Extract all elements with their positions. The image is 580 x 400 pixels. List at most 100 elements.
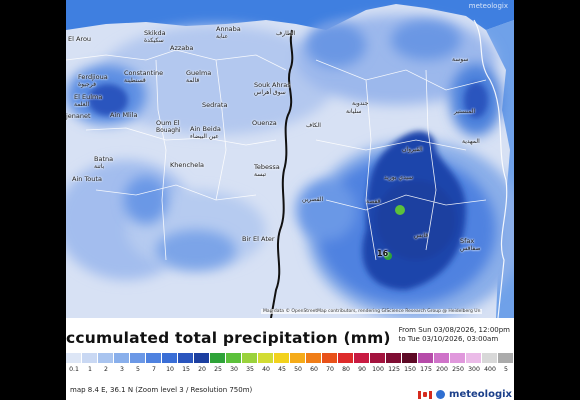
- place-label-ferdjioua: Ferdjioua فرجيوة: [78, 74, 108, 89]
- place-name: El Eulma: [74, 93, 103, 101]
- place-name-arabic: عين البيضاء: [190, 133, 219, 140]
- scale-tick-label: 3: [120, 366, 124, 373]
- place-label-constantine: Constantine قسنطينة: [124, 70, 163, 85]
- scale-tick-label: 50: [294, 366, 302, 373]
- place-name: Ain Mlila: [110, 111, 138, 119]
- scale-swatch: [274, 353, 290, 363]
- scale-swatch: [498, 353, 514, 363]
- scale-tick-label: 300: [468, 366, 480, 373]
- place-label-jenanet: jenanet: [66, 113, 91, 120]
- scale-tick-label: 30: [230, 366, 238, 373]
- place-label-ain-beida: Ain Beida عين البيضاء: [190, 125, 221, 141]
- place-label-annaba: Annaba عنابة: [216, 26, 241, 41]
- place-label-kairouan: القيروان: [402, 146, 423, 153]
- scale-tick-label: 40: [262, 366, 270, 373]
- place-label-sidi-bouzid: سيدي بوزيد: [384, 174, 413, 181]
- admin-borders: [66, 49, 487, 261]
- scale-swatch: [98, 353, 114, 363]
- place-name-arabic: صفاقس: [460, 245, 481, 252]
- scale-tick-label: 150: [404, 366, 416, 373]
- peak-value-label: 16: [377, 249, 389, 258]
- legend-panel: ccumulated total precipitation (mm) From…: [66, 318, 514, 400]
- place-name: Khenchela: [170, 161, 204, 169]
- precipitation-map[interactable]: meteologix El Arou Skikda سكيكدة Annaba عناب…: [66, 0, 514, 318]
- place-label-oum-el-bouaghi: Oum El Bouaghi: [156, 120, 181, 135]
- precip-spot-green-2: [384, 252, 392, 260]
- place-name: El Arou: [68, 35, 92, 43]
- period-from: From Sun 03/08/2026, 12:00pm: [398, 326, 510, 334]
- scale-swatch: [146, 353, 162, 363]
- scale-tick-label: 175: [420, 366, 432, 373]
- scale-tick-label: 15: [182, 366, 190, 373]
- place-name: Guelma: [186, 69, 212, 77]
- place-label-skikda: Skikda سكيكدة: [144, 29, 166, 45]
- place-label-sousse: سوسة: [452, 56, 468, 63]
- place-name: Ain Beida: [190, 125, 221, 133]
- place-label-siliana: سليانة: [346, 108, 362, 115]
- scale-tick-label: 1: [88, 366, 92, 373]
- place-label-sedrata: Sedrata: [202, 102, 227, 109]
- scale-swatch: [258, 353, 274, 363]
- scale-swatch: [402, 353, 418, 363]
- scale-swatch: [290, 353, 306, 363]
- scale-swatch: [306, 353, 322, 363]
- period-to: to Tue 03/10/2026, 03:00am: [398, 335, 499, 343]
- scale-swatch: [178, 353, 194, 363]
- scale-tick-label: 80: [342, 366, 350, 373]
- scale-tick-label: 5: [504, 366, 508, 373]
- scale-tick-label: 125: [388, 366, 400, 373]
- place-label-gafsa: قفصة: [366, 198, 380, 205]
- scale-tick-label: 7: [152, 366, 156, 373]
- place-name-arabic: سليانة: [346, 108, 362, 115]
- scale-tick-label: 10: [166, 366, 174, 373]
- legend-title: ccumulated total precipitation (mm): [66, 329, 391, 347]
- place-name-arabic: سوسة: [452, 56, 469, 63]
- scale-tick-label: 200: [436, 366, 448, 373]
- place-name-arabic: Bouaghi: [156, 127, 181, 134]
- place-name-arabic: سيدي بوزيد: [384, 174, 414, 181]
- scale-swatch: [226, 353, 242, 363]
- place-name-arabic: القيروان: [402, 146, 423, 153]
- place-name: Sedrata: [202, 101, 228, 109]
- place-label-monastir: المنستير: [454, 108, 475, 115]
- place-label-el-tarf: الطارف: [276, 30, 295, 37]
- scale-tick-label: 60: [310, 366, 318, 373]
- place-name-arabic: فرجيوة: [78, 81, 96, 88]
- place-name: Skikda: [144, 29, 166, 37]
- sea-area: [66, 0, 514, 30]
- scale-swatch: [242, 353, 258, 363]
- place-label-azzaba: Azzaba: [170, 45, 193, 52]
- place-label-khenchela: Khenchela: [170, 162, 204, 169]
- place-name-arabic: تبسة: [254, 171, 267, 178]
- place-name: Bir El Ater: [242, 235, 275, 243]
- place-name-arabic: سكيكدة: [144, 37, 164, 44]
- brand-name: meteologix: [449, 389, 512, 400]
- meteologix-logo-icon: [436, 390, 446, 399]
- place-name: Ouenza: [252, 119, 277, 127]
- scale-swatch: [370, 353, 386, 363]
- place-name: Souk Ahras: [254, 81, 291, 89]
- place-label-souk-ahras: Souk Ahras سوق أهراس: [254, 81, 291, 97]
- scale-swatch: [338, 353, 354, 363]
- scale-swatch: [194, 353, 210, 363]
- map-attribution: Map data © OpenStreetMap contributors, r…: [261, 309, 483, 314]
- place-name-arabic: الكاف: [306, 122, 321, 129]
- scale-swatch: [322, 353, 338, 363]
- scale-swatch: [466, 353, 482, 363]
- scale-tick-label: 0.1: [69, 366, 79, 373]
- scale-tick-label: 70: [326, 366, 334, 373]
- place-label-jendouba: جندوبة: [352, 100, 368, 107]
- place-label-mahdia: المهدية: [462, 138, 480, 145]
- place-label-sfax: Sfax صفاقس: [460, 237, 481, 253]
- coastline: [473, 19, 508, 318]
- scale-swatch: [210, 353, 226, 363]
- place-name: Sfax: [460, 237, 475, 245]
- forecast-period: From Sun 03/08/2026, 12:00pm to Tue 03/1…: [399, 326, 510, 344]
- scale-tick-label: 5: [136, 366, 140, 373]
- place-name-arabic: قسنطينة: [124, 77, 146, 84]
- place-name-arabic: المهدية: [462, 138, 480, 145]
- place-label-guelma: Guelma قالمة: [186, 69, 212, 85]
- brand-block[interactable]: meteologix: [418, 389, 512, 400]
- place-label-kasserine: القصرين: [302, 196, 323, 203]
- weather-map-frame: meteologix El Arou Skikda سكيكدة Annaba عناب…: [66, 0, 514, 400]
